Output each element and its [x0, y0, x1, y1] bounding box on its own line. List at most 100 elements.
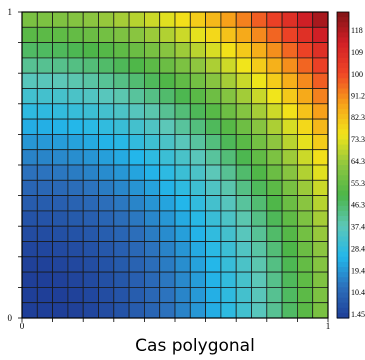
heatmap-cell [52, 11, 69, 28]
heatmap-cell [296, 256, 314, 273]
heatmap-cell [220, 210, 237, 227]
heatmap-cell [21, 164, 38, 181]
heatmap-cell [143, 57, 161, 74]
heatmap-cell [82, 302, 99, 319]
heatmap-cell [251, 88, 268, 105]
heatmap-cell [36, 225, 53, 242]
colorbar-segment [337, 190, 349, 197]
heatmap-cell [251, 103, 268, 120]
heatmap-cell [52, 26, 69, 43]
heatmap-cell [296, 286, 314, 304]
heatmap-cell [128, 42, 145, 59]
heatmap-cell [128, 164, 145, 181]
heatmap-cell [205, 179, 222, 197]
heatmap-cell [82, 286, 99, 304]
heatmap-cell [36, 149, 53, 166]
heatmap-cell [36, 179, 53, 197]
heatmap-cell [113, 149, 130, 166]
heatmap-cell [21, 118, 38, 135]
colorbar-segment [337, 134, 349, 141]
heatmap-cell [205, 88, 222, 105]
heatmap-cell [296, 210, 314, 227]
heatmap-cell [98, 133, 115, 151]
heatmap-cell [21, 42, 38, 59]
heatmap-cell [174, 195, 191, 212]
colorbar-segment [337, 272, 349, 278]
heatmap-cell [52, 210, 69, 227]
heatmap-cell [205, 271, 222, 288]
colorbar-tick-label: 46.3 [351, 201, 365, 210]
heatmap-cell [220, 72, 237, 89]
heatmap-cell [235, 133, 252, 151]
heatmap-cell [281, 256, 298, 273]
heatmap-cell [143, 195, 161, 212]
heatmap-cell [266, 118, 283, 135]
colorbar-segment [337, 175, 349, 181]
heatmap-cell [159, 72, 176, 89]
heatmap-cell [235, 72, 252, 89]
heatmap-cell [174, 103, 191, 120]
heatmap-cell [128, 195, 145, 212]
heatmap-cell [312, 195, 329, 212]
heatmap-cell [98, 88, 115, 105]
heatmap-cell [52, 179, 69, 197]
colorbar-segment [337, 149, 349, 156]
colorbar-segment [337, 205, 349, 212]
colorbar-tick-label: 118 [351, 26, 363, 35]
heatmap-cell [174, 72, 191, 89]
colorbar-tick-label: 91.2 [351, 91, 365, 100]
heatmap-cell [189, 225, 207, 242]
heatmap-cell [235, 256, 252, 273]
heatmap-cell [312, 88, 329, 105]
heatmap-cell [67, 271, 84, 288]
heatmap-cell [205, 11, 222, 28]
heatmap-cell [67, 72, 84, 89]
heatmap-cell [174, 225, 191, 242]
heatmap-cell [67, 302, 84, 319]
heatmap-cell [143, 302, 161, 319]
heatmap-cell [113, 241, 130, 258]
colorbar-tick-label: 100 [351, 70, 363, 79]
heatmap-cell [143, 225, 161, 242]
heatmap-cell [82, 57, 99, 74]
colorbar-tick-label: 1.45 [351, 310, 365, 319]
heatmap-cell [296, 42, 314, 59]
heatmap-cell [113, 133, 130, 151]
heatmap-cell [159, 26, 176, 43]
heatmap-cell [52, 256, 69, 273]
heatmap-cell [235, 286, 252, 304]
heatmap-cell [52, 88, 69, 105]
heatmap-cell [189, 11, 207, 28]
heatmap-cell [98, 57, 115, 74]
colorbar-labels: 118 109 100 91.2 82.3 73.3 64.3 55.3 46.3 37.4 28.… [351, 26, 365, 319]
heatmap-cell [235, 179, 252, 197]
heatmap-cell [266, 210, 283, 227]
heatmap-cell [21, 302, 38, 319]
colorbar-segment [337, 22, 349, 28]
heatmap-cell [21, 11, 38, 28]
heatmap-cell [251, 241, 268, 258]
heatmap-cell [189, 286, 207, 304]
heatmap-cell [296, 26, 314, 43]
heatmap-cell [296, 195, 314, 212]
colorbar-segment [337, 236, 349, 243]
heatmap-cell [36, 241, 53, 258]
heatmap-cell [113, 72, 130, 89]
heatmap-cell [281, 164, 298, 181]
heatmap-cell [205, 149, 222, 166]
heatmap-cell [235, 149, 252, 166]
colorbar-segment [337, 83, 349, 90]
heatmap-cell [113, 302, 130, 319]
colorbar-segment [337, 292, 349, 299]
heatmap-cell [36, 57, 53, 74]
heatmap-cell [113, 164, 130, 181]
heatmap-cell [21, 256, 38, 273]
heatmap-cell [189, 72, 207, 89]
heatmap-cell [220, 133, 237, 151]
heatmap-cell [67, 225, 84, 242]
heatmap-cell [52, 72, 69, 89]
heatmap-cell [52, 302, 69, 319]
heatmap-cell [312, 302, 329, 319]
colorbar-segment [337, 200, 349, 207]
heatmap-cell [67, 241, 84, 258]
